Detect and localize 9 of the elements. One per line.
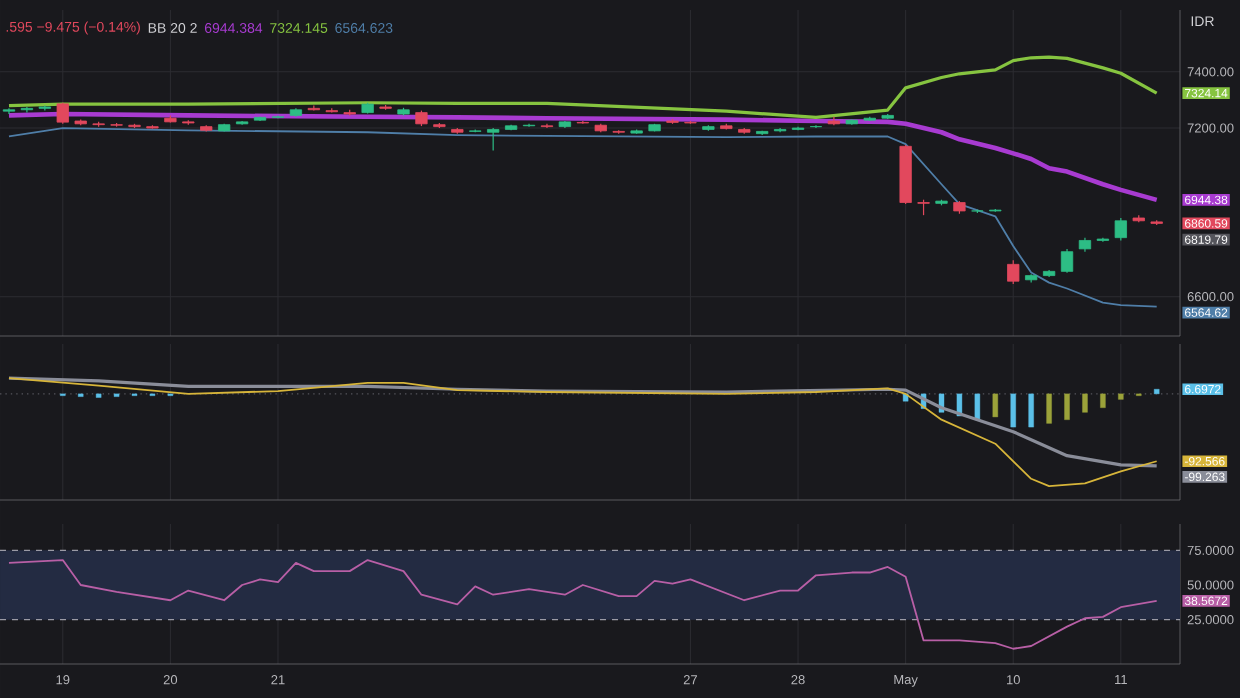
candlestick — [1007, 259, 1020, 285]
line-series — [8, 559, 1158, 650]
candlestick — [1060, 248, 1074, 274]
line-series — [8, 127, 1158, 308]
candlestick — [487, 127, 500, 152]
line-series — [6, 111, 1159, 203]
line-series — [7, 55, 1159, 119]
candlestick — [1114, 217, 1127, 242]
candlestick — [20, 106, 34, 114]
